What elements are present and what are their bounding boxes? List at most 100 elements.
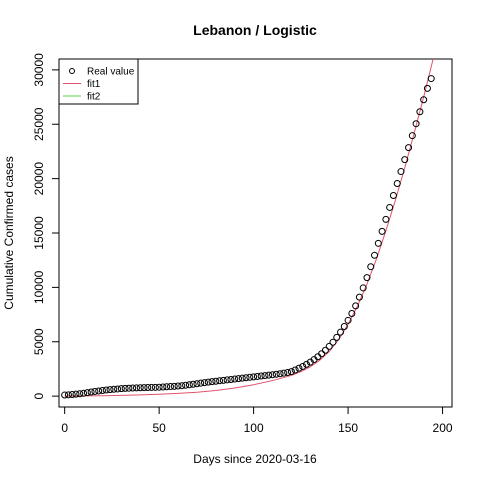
data-point [102, 386, 110, 394]
data-layer [61, 59, 435, 399]
data-point [321, 346, 329, 354]
data-point [427, 75, 435, 83]
data-point [91, 387, 99, 395]
data-point [250, 373, 258, 381]
data-point [193, 380, 201, 388]
data-point [163, 383, 171, 391]
legend-label: Real value [87, 67, 135, 78]
x-tick-label: 100 [244, 421, 264, 435]
data-point [174, 382, 182, 390]
data-point [269, 371, 276, 379]
data-point [185, 381, 193, 389]
data-point [276, 370, 284, 378]
data-point [337, 328, 345, 336]
data-point [344, 316, 352, 324]
data-point [61, 391, 69, 399]
y-tick-label: 20000 [32, 162, 46, 196]
data-point [359, 284, 367, 292]
data-point [178, 382, 186, 390]
data-point [378, 227, 386, 235]
data-point [257, 372, 265, 380]
data-point [246, 373, 254, 381]
data-point [386, 203, 394, 211]
y-tick-label: 5000 [32, 328, 46, 355]
data-point [227, 375, 235, 383]
data-point [284, 369, 292, 377]
data-point [340, 323, 348, 331]
data-point [132, 384, 140, 392]
data-point [412, 120, 420, 128]
y-tick-label: 0 [32, 392, 46, 399]
plot-area [61, 59, 435, 399]
data-point [140, 384, 148, 392]
legend-label: fit1 [87, 79, 101, 90]
data-point [235, 375, 242, 383]
data-point [166, 383, 174, 391]
data-point [348, 309, 356, 317]
data-point [151, 383, 159, 391]
y-axis-title: Cumulative Confirmed cases [2, 156, 16, 309]
data-point [242, 374, 250, 382]
data-point [208, 378, 216, 386]
data-point [83, 389, 91, 397]
data-point [389, 191, 397, 199]
data-point [144, 384, 152, 392]
data-point [423, 84, 431, 92]
data-point [125, 384, 133, 392]
data-point [110, 385, 118, 393]
data-point [238, 374, 246, 382]
y-tick-label: 15000 [32, 216, 46, 250]
data-point [148, 383, 156, 391]
data-point [333, 333, 341, 341]
legend-point-marker [69, 68, 75, 74]
data-point [397, 168, 405, 176]
data-point [261, 372, 269, 380]
data-point [189, 380, 197, 388]
data-point [200, 379, 208, 387]
x-tick-label: 0 [61, 421, 68, 435]
fit1-line [64, 59, 434, 397]
data-point [367, 263, 375, 271]
data-point [382, 215, 390, 223]
data-point [303, 360, 311, 368]
data-point [253, 372, 261, 380]
legend-label: fit2 [87, 92, 101, 103]
data-point [87, 388, 95, 396]
data-point [68, 390, 76, 398]
data-point [106, 386, 114, 394]
data-point [95, 387, 103, 395]
data-point [291, 366, 299, 374]
data-point [280, 369, 288, 377]
x-tick-label: 50 [152, 421, 166, 435]
x-axis: 0 50 100 150 200 [61, 406, 453, 435]
data-point [80, 389, 88, 397]
data-point [325, 342, 333, 350]
data-point [393, 180, 401, 188]
chart-title: Lebanon / Logistic [193, 22, 317, 38]
data-point [405, 144, 413, 152]
data-point [170, 382, 178, 390]
data-point [72, 390, 80, 398]
data-point [265, 371, 273, 379]
data-point [408, 132, 416, 140]
data-point [129, 384, 137, 392]
data-point [318, 350, 326, 358]
data-point [117, 385, 125, 393]
data-point [223, 376, 231, 384]
data-point [352, 302, 360, 310]
data-point [121, 384, 129, 392]
data-point [420, 96, 428, 104]
data-point [64, 391, 72, 399]
data-point [136, 384, 144, 392]
x-axis-title: Days since 2020-03-16 [193, 452, 317, 466]
data-point [272, 370, 280, 378]
data-point [401, 156, 409, 164]
data-point [295, 364, 303, 372]
data-point [287, 368, 295, 376]
data-point [204, 378, 212, 386]
x-tick-label: 200 [433, 421, 453, 435]
data-point [98, 386, 106, 394]
data-point [216, 377, 224, 385]
data-point [212, 377, 220, 385]
